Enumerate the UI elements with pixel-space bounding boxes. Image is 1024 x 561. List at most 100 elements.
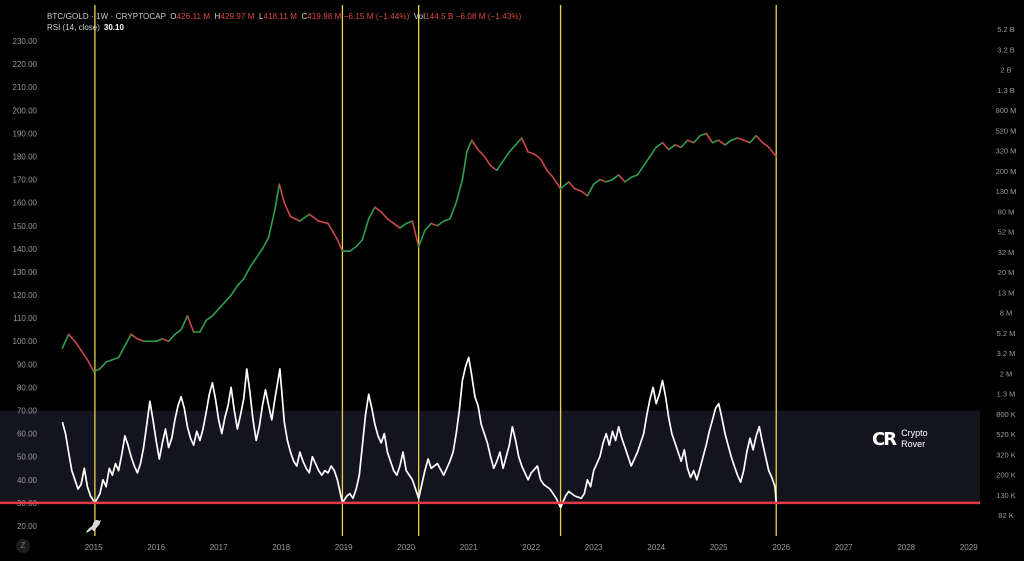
- right-axis-tick: 800 M: [996, 106, 1017, 115]
- price-segment: [217, 301, 226, 310]
- price-segment: [442, 218, 451, 222]
- time-axis: 2015 2016 2017 2018 2019 2020 2021 2022 2023 2024…: [85, 543, 978, 552]
- price-segment: [592, 178, 601, 185]
- right-axis: 5.2 B 3.2 B 2 B 1.3 B 800 M 520 M 320 M 200 M 13…: [996, 25, 1017, 520]
- right-axis-tick: 200 K: [996, 471, 1016, 480]
- price-segment: [730, 137, 739, 142]
- low-value: 418.11 M: [263, 12, 298, 21]
- right-axis-tick: 3.2 M: [997, 349, 1016, 358]
- left-axis-tick: 20.00: [17, 522, 38, 531]
- price-segment: [405, 220, 414, 225]
- x-axis-tick: 2016: [147, 543, 165, 552]
- rsi-legend[interactable]: RSI (14, close) 30.10: [47, 23, 124, 32]
- price-segment: [411, 220, 420, 248]
- x-axis-tick: 2028: [897, 543, 915, 552]
- price-segment: [705, 132, 714, 144]
- price-segment: [180, 315, 189, 331]
- right-axis-tick: 32 M: [998, 248, 1015, 257]
- price-segment: [274, 183, 281, 211]
- change-value: −6.15 M (−1.44%): [343, 12, 410, 21]
- crypto-rover-logo: CR Crypto Rover: [872, 428, 928, 450]
- rsi-value: 30.10: [103, 23, 124, 32]
- x-axis-tick: 2026: [772, 543, 790, 552]
- right-axis-tick: 130 M: [996, 187, 1017, 196]
- price-segment: [761, 141, 770, 149]
- left-axis-tick: 210.00: [13, 83, 38, 92]
- price-segment: [617, 174, 626, 183]
- cr-logo-icon: CR: [872, 428, 897, 450]
- right-axis-tick: 20 M: [998, 268, 1015, 277]
- price-segment: [174, 328, 182, 336]
- price-segment: [661, 141, 670, 151]
- price-segment: [655, 141, 664, 149]
- left-axis-tick: 230.00: [13, 37, 38, 46]
- price-segment: [392, 222, 401, 229]
- price-segment: [455, 178, 464, 204]
- price-segment: [130, 333, 139, 340]
- x-axis-tick: 2022: [522, 543, 540, 552]
- price-segment: [483, 155, 492, 167]
- legend-header[interactable]: BTC/GOLD · 1W · CRYPTOCAP O426.11 M H429…: [47, 12, 522, 21]
- left-axis-tick: 60.00: [17, 430, 38, 439]
- price-segment: [496, 160, 504, 172]
- right-axis-tick: 82 K: [998, 511, 1013, 520]
- left-axis-tick: 180.00: [13, 152, 38, 161]
- price-segment: [327, 222, 339, 241]
- price-series: [61, 132, 778, 373]
- price-segment: [742, 139, 751, 144]
- price-segment: [699, 132, 708, 137]
- price-segment: [155, 338, 164, 343]
- left-axis-tick: 140.00: [13, 245, 38, 254]
- price-segment: [692, 134, 701, 144]
- price-segment: [755, 134, 764, 144]
- price-segment: [767, 146, 778, 158]
- price-segment: [680, 139, 689, 149]
- right-axis-tick: 52 M: [998, 228, 1015, 237]
- left-axis: 230.00 220.00 210.00 200.00 190.00 180.00 170.…: [13, 37, 38, 531]
- price-segment: [167, 333, 176, 343]
- price-segment: [502, 151, 511, 162]
- price-segment: [605, 178, 614, 183]
- high-value: 429.97 M: [220, 12, 255, 21]
- price-segment: [92, 368, 101, 373]
- price-segment: [717, 139, 726, 146]
- price-segment: [80, 349, 89, 361]
- x-axis-tick: 2023: [585, 543, 603, 552]
- right-axis-tick: 1.3 B: [997, 86, 1015, 95]
- price-segment: [436, 220, 445, 227]
- right-axis-tick: 800 K: [996, 410, 1016, 419]
- right-axis-tick: 200 M: [996, 167, 1017, 176]
- rsi-line: [61, 356, 778, 509]
- price-segment: [86, 358, 95, 373]
- price-segment: [61, 333, 70, 349]
- right-axis-tick: 2 B: [1000, 66, 1011, 75]
- price-segment: [349, 245, 357, 252]
- left-axis-tick: 100.00: [13, 337, 38, 346]
- price-segment: [636, 164, 645, 176]
- zoom-reset-button[interactable]: Z: [16, 539, 30, 553]
- tradingview-dino-icon[interactable]: [84, 517, 104, 535]
- left-axis-tick: 70.00: [17, 407, 38, 416]
- price-segment: [724, 139, 733, 146]
- price-segment: [630, 174, 639, 179]
- price-segment: [289, 215, 301, 222]
- price-segment: [261, 236, 270, 250]
- price-segment: [308, 213, 320, 222]
- price-segment: [667, 144, 676, 151]
- price-segment: [336, 238, 344, 252]
- price-segment: [508, 144, 517, 153]
- volume-value: 144.5 B: [425, 12, 454, 21]
- volume-change: −6.08 M (−1.43%): [455, 12, 522, 21]
- price-segment: [380, 211, 389, 220]
- price-segment: [567, 181, 576, 190]
- price-segment: [642, 155, 651, 167]
- right-axis-tick: 1.3 M: [997, 390, 1016, 399]
- price-segment: [99, 361, 107, 370]
- price-segment: [546, 169, 554, 179]
- price-segment: [471, 139, 479, 151]
- right-axis-tick: 2 M: [1000, 369, 1013, 378]
- price-segment: [299, 213, 311, 222]
- right-axis-tick: 8 M: [1000, 309, 1013, 318]
- left-axis-tick: 80.00: [17, 383, 38, 392]
